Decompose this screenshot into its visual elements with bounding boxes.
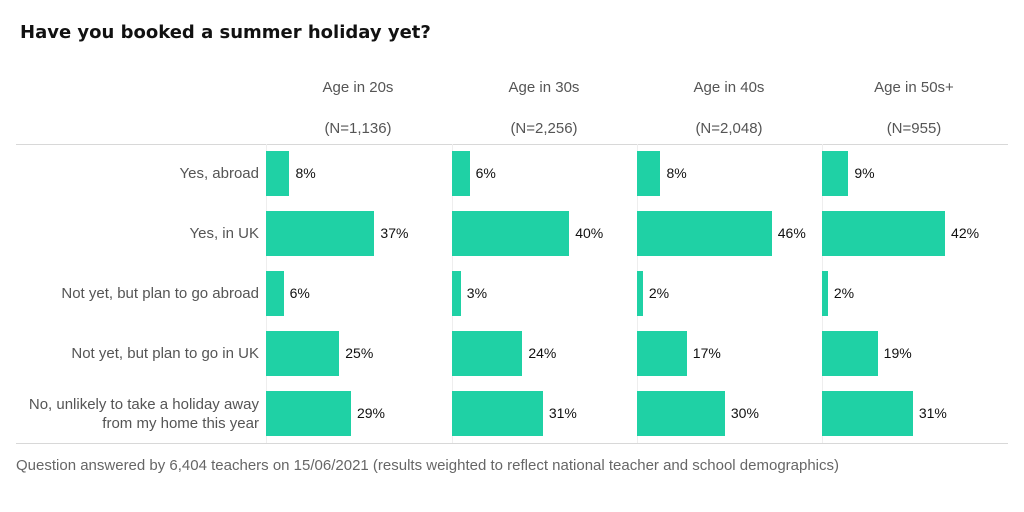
bar — [822, 211, 946, 256]
bar — [637, 331, 687, 376]
bar — [266, 271, 284, 316]
bar — [452, 211, 570, 256]
series-name: Age in 50s+ — [874, 79, 954, 96]
series-name: Age in 40s — [693, 79, 765, 96]
row-label: Yes, abroad — [179, 165, 259, 182]
row-label-box: Not yet, but plan to go in UK — [8, 331, 259, 376]
data-label: 6% — [289, 285, 310, 301]
row-label-box: Yes, in UK — [8, 211, 260, 256]
series-n: (N=1,136) — [324, 120, 392, 137]
bar — [637, 211, 772, 256]
row-label: Not yet, but plan to go in UK — [71, 345, 259, 362]
bar — [266, 331, 340, 376]
bottom-divider — [16, 443, 1008, 444]
data-label: 8% — [666, 165, 687, 181]
row-label: Not yet, but plan to go abroad — [61, 285, 259, 302]
row-label-box: Yes, abroad — [8, 151, 259, 196]
series-name: Age in 30s — [508, 79, 580, 96]
data-label: 9% — [854, 165, 875, 181]
chart-title: Have you booked a summer holiday yet? — [20, 22, 431, 43]
data-label: 8% — [295, 165, 316, 181]
data-label: 2% — [648, 285, 670, 301]
data-label: 19% — [883, 345, 912, 361]
bar — [637, 391, 725, 436]
bar — [452, 331, 523, 376]
bar — [822, 151, 849, 196]
bar — [452, 151, 470, 196]
footnote: Question answered by 6,404 teachers on 1… — [16, 457, 840, 474]
series-n: (N=955) — [886, 120, 942, 137]
bar — [822, 331, 878, 376]
row-label: No, unlikely to take a holiday away from… — [28, 395, 259, 432]
bar — [266, 151, 290, 196]
data-label: 3% — [466, 285, 488, 301]
data-label: 40% — [575, 225, 604, 241]
data-label: 17% — [692, 345, 721, 361]
row-label: Yes, in UK — [189, 225, 260, 242]
data-label: 42% — [951, 225, 980, 241]
series-n: (N=2,048) — [695, 120, 763, 137]
data-label: 31% — [548, 405, 577, 421]
bar — [637, 151, 661, 196]
bar — [452, 271, 461, 316]
series-name: Age in 20s — [322, 79, 394, 96]
bar — [822, 391, 913, 436]
bar — [266, 391, 351, 436]
bar — [266, 211, 375, 256]
bar — [822, 271, 828, 316]
data-label: 31% — [918, 405, 947, 421]
header-divider — [16, 144, 1008, 145]
data-label: 25% — [345, 345, 374, 361]
series-n: (N=2,256) — [510, 120, 578, 137]
bar — [452, 391, 543, 436]
data-label: 46% — [777, 225, 806, 241]
data-label: 37% — [380, 225, 409, 241]
data-label: 24% — [528, 345, 557, 361]
data-label: 6% — [475, 165, 496, 181]
row-label-box: No, unlikely to take a holiday away from… — [8, 391, 259, 436]
data-label: 30% — [730, 405, 759, 421]
data-label: 2% — [833, 285, 855, 301]
bar — [637, 271, 643, 316]
data-label: 29% — [356, 405, 385, 421]
row-label-box: Not yet, but plan to go abroad — [8, 271, 259, 316]
